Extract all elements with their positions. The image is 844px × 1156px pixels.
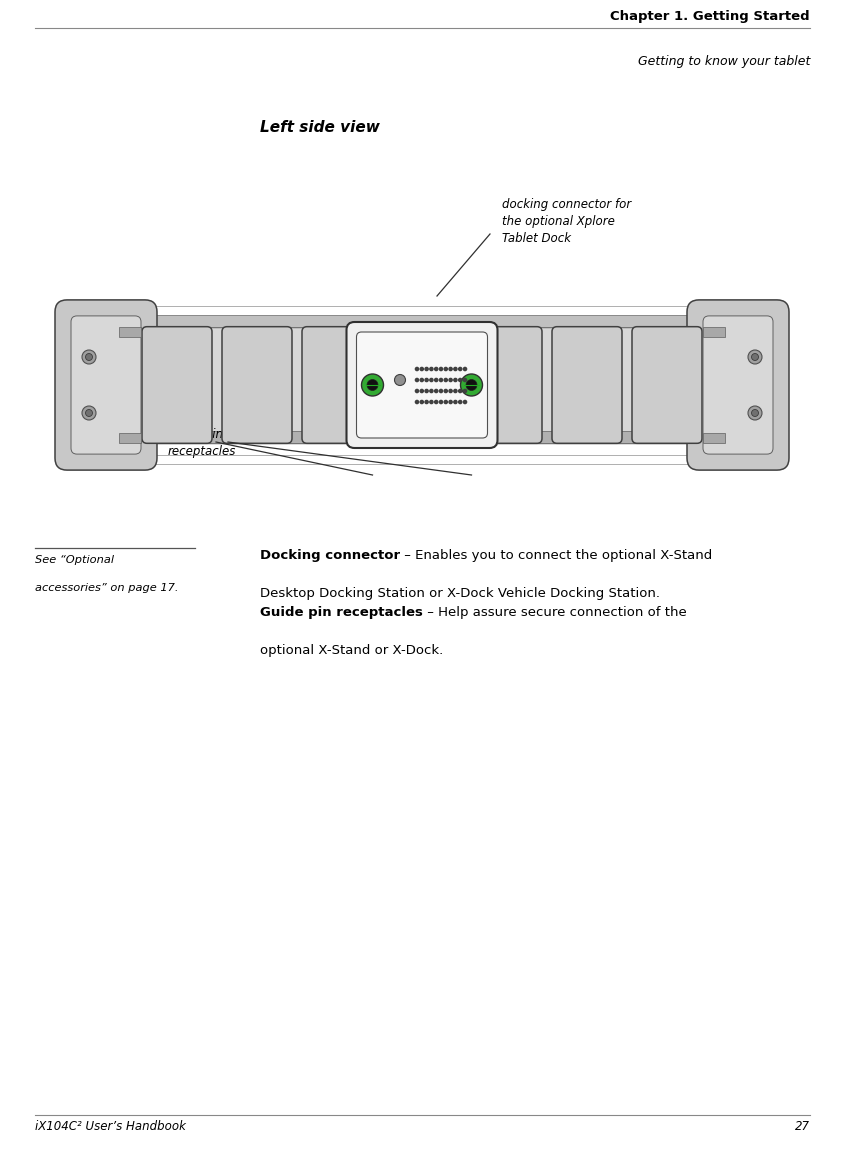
Text: – Help assure secure connection of the: – Help assure secure connection of the xyxy=(422,606,686,618)
Circle shape xyxy=(430,368,432,371)
Text: 27: 27 xyxy=(794,1120,809,1133)
Circle shape xyxy=(448,400,452,403)
Circle shape xyxy=(419,368,423,371)
Circle shape xyxy=(460,375,482,397)
Circle shape xyxy=(453,378,457,381)
Circle shape xyxy=(434,368,437,371)
Bar xyxy=(127,347,134,423)
Ellipse shape xyxy=(750,354,758,361)
FancyBboxPatch shape xyxy=(301,327,371,443)
Text: Docking connector: Docking connector xyxy=(260,549,400,562)
Circle shape xyxy=(425,400,428,403)
FancyBboxPatch shape xyxy=(222,327,292,443)
Circle shape xyxy=(448,378,452,381)
Circle shape xyxy=(439,368,442,371)
Circle shape xyxy=(415,400,418,403)
Ellipse shape xyxy=(747,406,761,420)
Text: See “Optional: See “Optional xyxy=(35,555,114,565)
Text: Left side view: Left side view xyxy=(260,120,380,135)
Bar xyxy=(122,314,721,327)
Circle shape xyxy=(453,368,457,371)
Circle shape xyxy=(463,378,466,381)
Circle shape xyxy=(430,400,432,403)
FancyBboxPatch shape xyxy=(551,327,621,443)
Circle shape xyxy=(439,400,442,403)
Circle shape xyxy=(434,390,437,393)
Circle shape xyxy=(361,375,383,397)
Circle shape xyxy=(439,390,442,393)
Circle shape xyxy=(415,368,418,371)
Circle shape xyxy=(458,390,462,393)
FancyBboxPatch shape xyxy=(142,327,212,443)
FancyBboxPatch shape xyxy=(346,323,497,449)
Circle shape xyxy=(439,378,442,381)
Circle shape xyxy=(434,378,437,381)
Circle shape xyxy=(425,378,428,381)
Circle shape xyxy=(419,378,423,381)
FancyBboxPatch shape xyxy=(472,327,541,443)
Circle shape xyxy=(463,368,466,371)
Circle shape xyxy=(463,400,466,403)
Bar xyxy=(121,347,126,423)
Text: Desktop Docking Station or X-Dock Vehicle Docking Station.: Desktop Docking Station or X-Dock Vehicl… xyxy=(260,587,659,600)
Circle shape xyxy=(425,368,428,371)
Circle shape xyxy=(419,390,423,393)
Bar xyxy=(122,327,721,443)
Circle shape xyxy=(458,378,462,381)
Text: Chapter 1. Getting Started: Chapter 1. Getting Started xyxy=(609,10,809,23)
Circle shape xyxy=(430,378,432,381)
Ellipse shape xyxy=(82,350,96,364)
Bar xyxy=(702,327,724,338)
Circle shape xyxy=(425,390,428,393)
Circle shape xyxy=(465,379,476,391)
Circle shape xyxy=(458,400,462,403)
Circle shape xyxy=(453,390,457,393)
Bar xyxy=(119,434,141,443)
Ellipse shape xyxy=(85,354,92,361)
Text: Guide pin receptacles: Guide pin receptacles xyxy=(260,606,422,618)
Ellipse shape xyxy=(82,406,96,420)
Circle shape xyxy=(444,378,446,381)
FancyBboxPatch shape xyxy=(702,316,772,454)
Text: iX104C² User’s Handbook: iX104C² User’s Handbook xyxy=(35,1120,186,1133)
Bar xyxy=(119,327,141,338)
Circle shape xyxy=(448,390,452,393)
Text: Getting to know your tablet: Getting to know your tablet xyxy=(637,55,809,68)
Circle shape xyxy=(444,368,446,371)
Circle shape xyxy=(448,368,452,371)
Circle shape xyxy=(415,378,418,381)
Text: optional X-Stand or X-Dock.: optional X-Stand or X-Dock. xyxy=(260,644,443,657)
Text: – Enables you to connect the optional X-Stand: – Enables you to connect the optional X-… xyxy=(400,549,711,562)
Ellipse shape xyxy=(85,409,92,416)
FancyBboxPatch shape xyxy=(356,332,487,438)
Circle shape xyxy=(453,400,457,403)
Bar xyxy=(702,434,724,443)
Ellipse shape xyxy=(750,409,758,416)
Text: accessories” on page 17.: accessories” on page 17. xyxy=(35,583,178,593)
FancyBboxPatch shape xyxy=(686,299,788,470)
Bar xyxy=(122,431,721,443)
Circle shape xyxy=(458,368,462,371)
Circle shape xyxy=(444,400,446,403)
Text: docking connector for
the optional Xplore
Tablet Dock: docking connector for the optional Xplor… xyxy=(501,198,630,245)
Circle shape xyxy=(434,400,437,403)
Text: guide pin
receptacles: guide pin receptacles xyxy=(168,428,236,458)
FancyBboxPatch shape xyxy=(631,327,701,443)
Circle shape xyxy=(463,390,466,393)
Ellipse shape xyxy=(747,350,761,364)
FancyBboxPatch shape xyxy=(55,299,157,470)
Circle shape xyxy=(415,390,418,393)
FancyBboxPatch shape xyxy=(71,316,141,454)
Circle shape xyxy=(419,400,423,403)
Bar xyxy=(135,347,140,423)
Circle shape xyxy=(444,390,446,393)
Circle shape xyxy=(394,375,405,385)
Circle shape xyxy=(430,390,432,393)
Circle shape xyxy=(366,379,377,391)
